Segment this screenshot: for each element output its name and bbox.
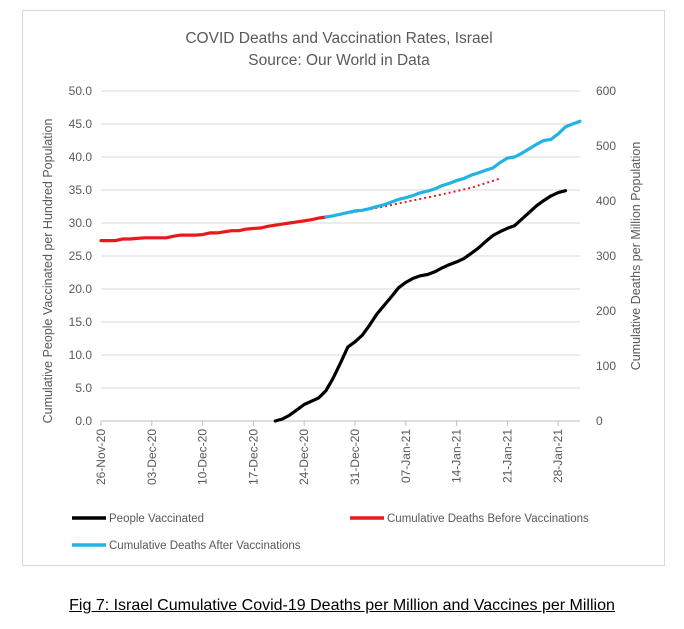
x-tick-label: 10-Dec-20 (196, 429, 210, 485)
left-tick-label: 0.0 (75, 414, 92, 428)
x-tick-label: 07-Jan-21 (399, 429, 413, 483)
x-tick-label: 14-Jan-21 (450, 429, 464, 483)
chart-subtitle: Source: Our World in Data (248, 52, 430, 69)
figure-caption: Fig 7: Israel Cumulative Covid-19 Deaths… (69, 597, 615, 614)
x-tick-label: 03-Dec-20 (145, 429, 159, 485)
series-line-4 (324, 119, 582, 219)
left-tick-label: 10.0 (69, 348, 93, 362)
x-tick-label: 28-Jan-21 (551, 429, 565, 483)
legend-label: Cumulative Deaths Before Vaccinations (387, 513, 589, 525)
series-line-1 (273, 189, 568, 423)
chart-frame (22, 10, 665, 566)
left-tick-label: 15.0 (69, 315, 93, 329)
right-tick-label: 0 (596, 414, 603, 428)
left-tick-label: 30.0 (69, 216, 93, 230)
right-tick-label: 400 (596, 194, 616, 208)
left-tick-label: 40.0 (69, 150, 93, 164)
right-tick-label: 600 (596, 84, 616, 98)
gridlines (101, 90, 580, 422)
x-tick-label: 21-Jan-21 (500, 429, 514, 483)
x-tick-label: 26-Nov-20 (94, 429, 108, 485)
left-tick-label: 35.0 (69, 183, 93, 197)
x-tick-label: 17-Dec-20 (246, 429, 260, 485)
chart-title: COVID Deaths and Vaccination Rates, Isra… (185, 30, 492, 47)
left-tick-label: 20.0 (69, 282, 93, 296)
left-tick-label: 25.0 (69, 249, 93, 263)
right-axis-ticks: 0 100 200 300 400 500 600 (596, 84, 616, 428)
left-axis-title: Cumulative People Vaccinated per Hundred… (41, 119, 55, 424)
legend: People Vaccinated Cumulative Deaths Befor… (72, 513, 589, 552)
x-axis-ticks: 26-Nov-20 03-Dec-20 10-Dec-20 17-Dec-20 24-D… (94, 421, 565, 485)
right-tick-label: 200 (596, 304, 616, 318)
right-tick-label: 300 (596, 249, 616, 263)
right-tick-label: 500 (596, 139, 616, 153)
legend-label: People Vaccinated (109, 513, 204, 525)
left-tick-label: 45.0 (69, 117, 93, 131)
right-axis-title: Cumulative Deaths per Million Population (629, 142, 643, 371)
left-tick-label: 5.0 (75, 381, 92, 395)
series-line-2 (99, 215, 328, 243)
left-axis-ticks: 0.0 5.0 10.0 15.0 20.0 25.0 30.0 35.0 40.0 45.0 50… (69, 84, 93, 428)
right-tick-label: 100 (596, 359, 616, 373)
left-tick-label: 50.0 (69, 84, 93, 98)
series-lines (99, 119, 582, 423)
legend-label: Cumulative Deaths After Vaccinations (109, 540, 301, 552)
x-tick-label: 24-Dec-20 (297, 429, 311, 485)
x-tick-label: 31-Dec-20 (348, 429, 362, 485)
